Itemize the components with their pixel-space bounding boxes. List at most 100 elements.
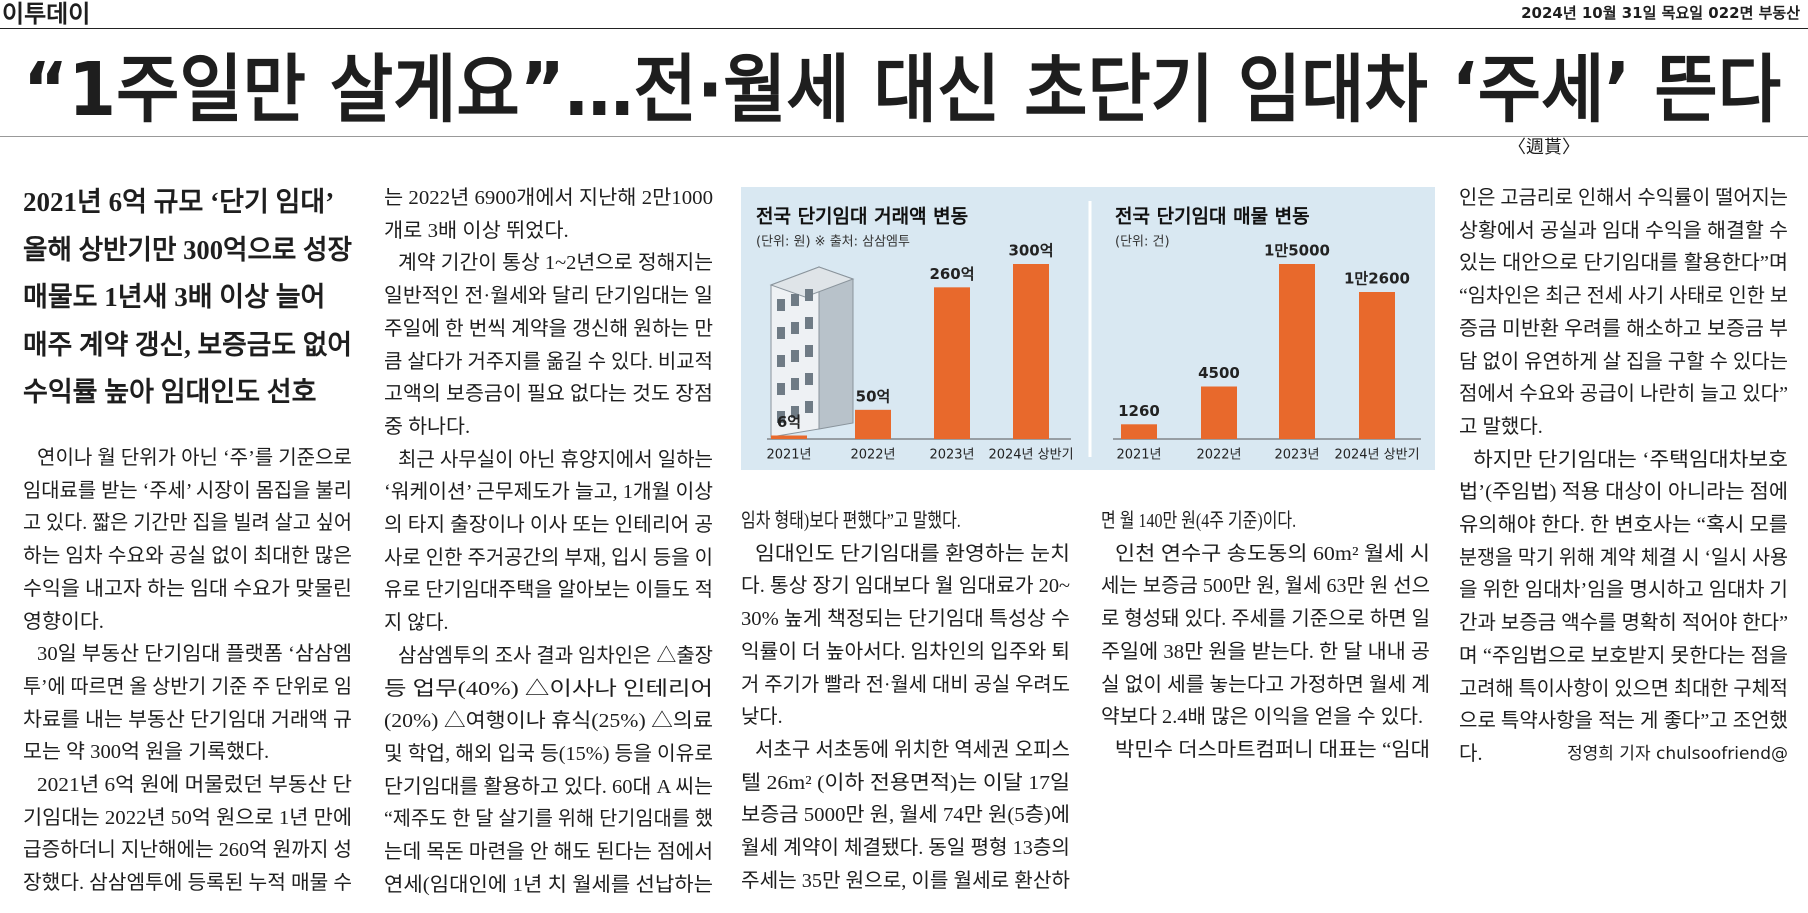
bar — [1279, 264, 1315, 439]
body-line: “제주도 한 달 살기를 위해 단기임대를 했 — [384, 808, 713, 831]
body-line: “임차인은 최근 전세 사기 사태로 인한 보 — [1459, 285, 1788, 308]
subhead: 올해 상반기만 300억으로 성장 — [23, 235, 352, 265]
header-rule — [0, 28, 1808, 29]
body-line: 는데 목돈 마련을 안 해도 된다는 점에서 — [384, 841, 713, 863]
value-label: 1만5000 — [1264, 242, 1330, 260]
body-line: 단기임대를 활용하고 있다. 60대 A 씨는 — [384, 775, 713, 798]
body-line: 점에서 수요와 공급이 나란히 늘고 있다” — [1459, 383, 1788, 406]
body-line: ‘워케이션’ 근무제도가 늘고, 1개월 이상 — [384, 481, 713, 504]
body-line: 투’에 따르면 올 상반기 기준 주 단위로 임 — [23, 675, 352, 698]
body-line: 임대료를 받는 ‘주세’ 시장이 몸집을 불리 — [23, 479, 352, 502]
body-line: 면 월 140만 원(4주 기준)이다. — [1101, 510, 1297, 532]
bar — [1359, 292, 1395, 439]
body-line: 2021년 6억 원에 머물렀던 부동산 단 — [37, 774, 352, 796]
body-line: 최근 사무실이 아닌 휴양지에서 일하는 — [398, 448, 713, 471]
category-label: 2024년 상반기 — [988, 448, 1073, 463]
body-line: 법’(주임법) 적용 대상이 아니라는 점에 — [1459, 481, 1788, 504]
value-label: 6억 — [777, 413, 801, 431]
body-line: 실 없이 세를 놓는다고 가정하면 월세 계 — [1101, 673, 1430, 696]
subhead: 매물도 1년새 3배 이상 늘어 — [23, 282, 326, 312]
body-line: 큼 살다가 거주지를 옮길 수 있다. 비교적 — [384, 350, 713, 373]
bar — [855, 409, 891, 439]
building-illustration — [769, 266, 855, 438]
title-rule — [0, 136, 1808, 137]
body-line: 다. 통상 장기 임대보다 월 임대료가 20~ — [741, 575, 1070, 598]
chart-subtitle: (단위: 원) ※ 출처: 삼삼엠투 — [756, 235, 910, 250]
body-line: 임대인도 단기임대를 환영하는 눈치 — [755, 542, 1070, 565]
body-line: 급증하더니 지난해에는 260억 원까지 성 — [23, 839, 352, 862]
body-line: 등 업무(40%) △이사나 인테리어 — [384, 677, 713, 700]
body-line: 을 위한 임대차’임을 명시하고 임대차 기 — [1459, 579, 1788, 602]
body-line: 하지만 단기임대는 ‘주택임대차보호 — [1473, 448, 1788, 471]
body-line: 유로 단기임대주택을 알아보는 이들도 적 — [384, 579, 713, 602]
chart-title: 전국 단기임대 매물 변동 — [1115, 206, 1310, 228]
body-line: 개로 3배 이상 뛰었다. — [384, 219, 569, 242]
body-line: 고려해 특이사항이 있으면 최대한 구체적 — [1459, 677, 1788, 700]
body-line: 익률이 더 높아서다. 임차인의 입주와 퇴 — [741, 640, 1070, 663]
body-line: 인은 고금리로 인해서 수익률이 떨어지는 — [1459, 187, 1788, 209]
body-line: 거 주기가 빨라 전·월세 대비 공실 우려도 — [741, 673, 1070, 696]
body-line: 약보다 2.4배 많은 이익을 얻을 수 있다. — [1101, 706, 1424, 729]
category-label: 2022년 — [1196, 448, 1241, 463]
bar — [1201, 386, 1237, 439]
category-label: 2023년 — [1274, 448, 1319, 463]
body-line: 고액의 보증금이 필요 없다는 것도 장점 — [384, 383, 713, 406]
body-line: 있는 대안으로 단기임대를 활용한다”며 — [1459, 252, 1788, 275]
subhead: 2021년 6억 규모 ‘단기 임대’ — [23, 187, 335, 217]
body-line: 로 형성돼 있다. 주세를 기준으로 하면 일 — [1101, 608, 1430, 631]
subhead: 매주 계약 갱신, 보증금도 없어 — [23, 330, 352, 360]
subhead: 수익률 높아 임대인도 선호 — [23, 377, 317, 407]
body-line: 중 하나다. — [384, 415, 471, 438]
body-line: 박민수 더스마트컴퍼니 대표는 “임대 — [1115, 738, 1430, 761]
body-line: 및 학업, 해외 입국 등(15%) 등을 이유로 — [384, 742, 713, 765]
body-line: 연이나 월 단위가 아닌 ‘주’를 기준으로 — [37, 447, 352, 469]
body-line: 연세(임대인에 1년 치 월세를 선납하는 — [384, 873, 713, 896]
body-line: 보증금 5000만 원, 월세 74만 원(5층)에 — [741, 804, 1070, 827]
body-line: 다. — [1459, 742, 1483, 765]
body-line: 분쟁을 막기 위해 계약 체결 시 ‘일시 사용 — [1459, 546, 1788, 569]
body-line: 영향이다. — [23, 610, 104, 633]
body-line: 삼삼엠투의 조사 결과 임차인은 △출장 — [398, 644, 713, 667]
body-line: 임차 형태)보다 편했다”고 말했다. — [741, 510, 961, 532]
dateline: 2024년 10월 31일 목요일 022면 부동산 — [1521, 4, 1800, 22]
body-line: 30% 높게 책정되는 단기임대 특성상 수 — [741, 608, 1070, 631]
body-line: 일반적인 전·월세와 달리 단기임대는 일 — [384, 285, 713, 308]
body-line: 서초구 서초동에 위치한 역세권 오피스 — [755, 738, 1070, 761]
body-line: 계약 기간이 통상 1~2년으로 정해지는 — [398, 252, 713, 275]
body-line: 기임대는 2022년 50억 원으로 1년 만에 — [23, 806, 352, 829]
body-line: (20%) △여행이나 휴식(25%) △의료 — [384, 710, 713, 733]
body-line: 상황에서 공실과 임대 수익을 해결할 수 — [1459, 219, 1788, 242]
body-line: 장했다. 삼삼엠투에 등록된 누적 매물 수 — [23, 872, 352, 895]
body-line: 주일에 한 번씩 계약을 갱신해 원하는 만 — [384, 317, 713, 340]
body-line: 차료를 내는 부동산 단기임대 거래액 규 — [23, 708, 352, 731]
bar — [771, 435, 807, 439]
body-line: 의 타지 출장이나 이사 또는 인테리어 공 — [384, 514, 713, 536]
logo: 이투데이 — [2, 0, 91, 28]
body-line: 고 있다. 짧은 기간만 집을 빌려 살고 싶어 — [23, 512, 352, 535]
value-label: 1만2600 — [1344, 270, 1410, 288]
body-line: 인천 연수구 송도동의 60m² 월세 시 — [1115, 542, 1430, 565]
body-line: 주일에 38만 원을 받는다. 한 달 내내 공 — [1101, 640, 1430, 663]
body-line: 간과 보증금 액수를 명확히 적어야 한다” — [1459, 612, 1788, 635]
chart-title: 전국 단기임대 거래액 변동 — [756, 206, 968, 228]
body-line: 세는 보증금 500만 원, 월세 63만 원 선으 — [1101, 575, 1430, 598]
category-label: 2021년 — [766, 448, 811, 463]
value-label: 4500 — [1198, 364, 1240, 382]
body-line: 지 않다. — [384, 612, 449, 635]
category-label: 2021년 — [1116, 448, 1161, 463]
body-line: 증금 미반환 우려를 해소하고 보증금 부 — [1459, 317, 1788, 340]
value-label: 260억 — [929, 265, 974, 283]
category-label: 2022년 — [850, 448, 895, 463]
body-line: 수익을 내고자 하는 임대 수요가 맞물린 — [23, 577, 352, 600]
body-line: 주세는 35만 원으로, 이를 월세로 환산하 — [741, 869, 1070, 892]
body-line: 사로 인한 주거공간의 부재, 입시 등을 이 — [384, 546, 713, 569]
headline: “1주일만 살게요”…전·월세 대신 초단기 임대차 ‘주세’ 뜬다 — [23, 47, 1781, 133]
category-label: 2024년 상반기 — [1334, 448, 1419, 463]
body-line: 담 없이 유연하게 살 집을 구할 수 있다는 — [1459, 350, 1788, 373]
body-line: 월세 계약이 체결됐다. 동일 평형 13층의 — [741, 837, 1070, 859]
infographic: 전국 단기임대 거래액 변동 (단위: 원) ※ 출처: 삼삼엠투 6억 2021년 5… — [741, 187, 1435, 470]
body-line: 으로 특약사항을 적는 게 좋다”고 조언했 — [1459, 710, 1788, 733]
body-line: 고 말했다. — [1459, 415, 1543, 438]
body-line: 하는 임차 수요와 공실 없이 최대한 많은 — [23, 545, 352, 568]
